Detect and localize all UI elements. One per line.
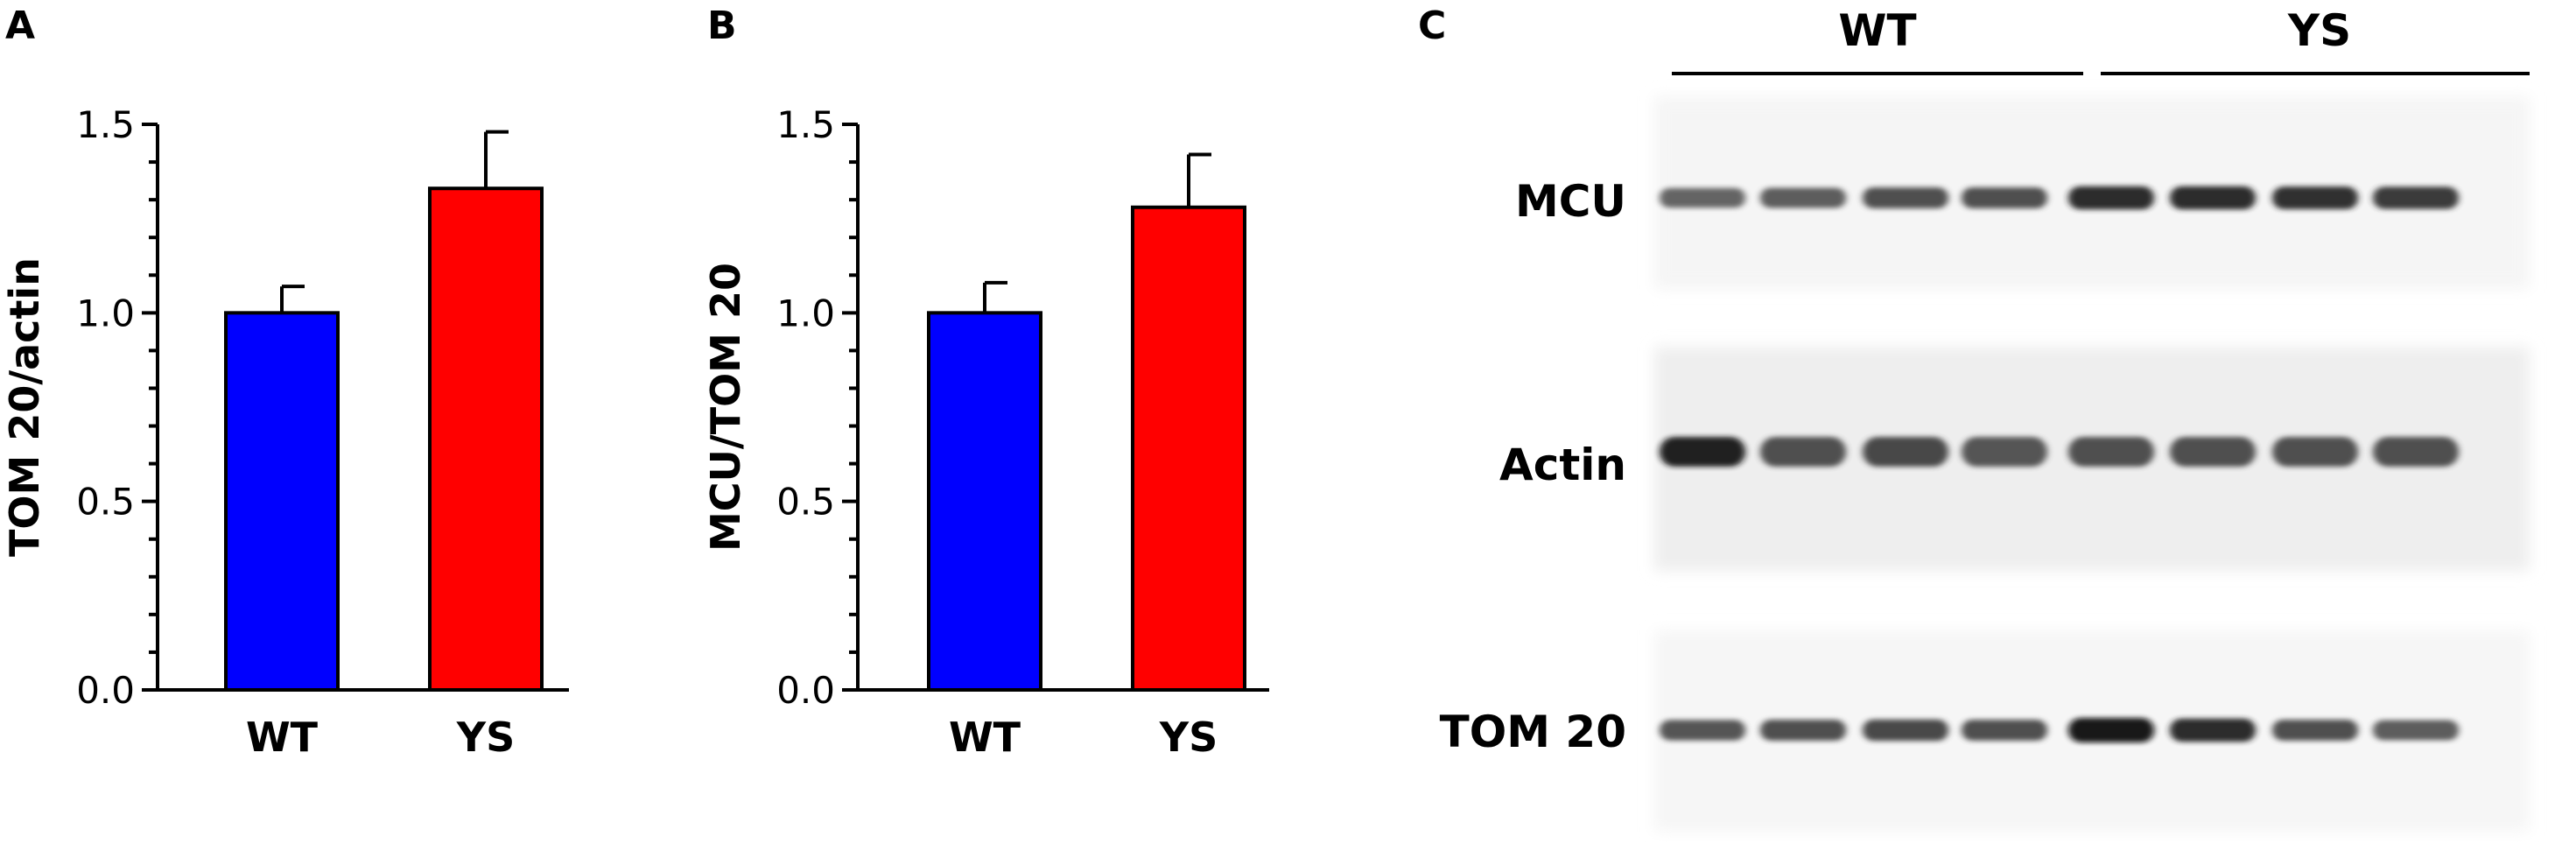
blot-band <box>2272 720 2358 741</box>
y-tick-label: 0.5 <box>776 481 835 524</box>
chart-a: TOM 20/actin 0.0 0.5 1.0 1.5 WT YS <box>1 103 569 761</box>
blot-row-actin: Actin <box>1499 347 2530 571</box>
blot-band <box>1760 437 1846 467</box>
bars <box>927 152 1246 693</box>
panel-letter-c: C <box>1418 4 1446 48</box>
blot-band <box>2170 186 2256 210</box>
blot-band <box>2068 186 2154 210</box>
bar-wt <box>927 311 1042 692</box>
blot-band <box>1760 187 1846 208</box>
category-label-ys: YS <box>1159 714 1218 761</box>
y-axis-title: MCU/TOM 20 <box>702 263 749 552</box>
blot-rows: MCU Actin TOM 20 <box>1440 96 2530 832</box>
category-label-wt: WT <box>949 714 1021 761</box>
blot-band <box>1962 437 2047 467</box>
blot-row-label: MCU <box>1515 176 1626 227</box>
category-labels: WT YS <box>246 714 515 761</box>
y-tick-label: 1.0 <box>76 292 135 334</box>
blot-band <box>2373 437 2459 467</box>
blot-band <box>1660 437 1745 467</box>
blot-band <box>2373 720 2459 741</box>
blot-band <box>2068 437 2154 467</box>
y-axis-title: TOM 20/actin <box>1 257 48 557</box>
bar-ys <box>428 186 544 693</box>
category-label-ys: YS <box>456 714 515 761</box>
blot-row-label: TOM 20 <box>1440 707 1626 757</box>
blot-band <box>2272 437 2358 467</box>
blot-band <box>1760 720 1846 741</box>
blot-row-mcu: MCU <box>1515 96 2530 289</box>
y-tick-label: 1.0 <box>776 292 835 334</box>
blot-band <box>2170 437 2256 467</box>
y-axis-ticks: 0.0 0.5 1.0 1.5 <box>76 103 158 712</box>
category-labels: WT YS <box>949 714 1218 761</box>
y-tick-label: 0.5 <box>76 481 135 524</box>
blot-band <box>1962 720 2047 741</box>
bar-wt <box>224 311 340 692</box>
category-label-wt: WT <box>246 714 319 761</box>
western-blot: WT YS MCU Actin TOM 20 <box>1440 5 2530 832</box>
blot-band <box>2373 186 2459 209</box>
y-tick-label: 0.0 <box>76 669 135 712</box>
panel-letter-a: A <box>5 4 35 48</box>
y-tick-label: 1.5 <box>776 103 835 146</box>
panel-letter-b: B <box>707 4 737 48</box>
blot-band <box>1660 720 1745 741</box>
blot-band <box>2272 186 2358 209</box>
group-header: WT YS <box>1672 5 2530 75</box>
blot-band <box>1660 187 1745 208</box>
blot-band <box>1962 187 2047 208</box>
blot-row-tom-20: TOM 20 <box>1440 630 2530 832</box>
y-tick-label: 1.5 <box>76 103 135 146</box>
y-tick-label: 0.0 <box>776 669 835 712</box>
blot-band <box>2068 718 2154 742</box>
chart-b: MCU/TOM 20 0.0 0.5 1.0 1.5 WT YS <box>702 103 1269 761</box>
bar-ys <box>1131 205 1246 693</box>
group-label-ys: YS <box>2287 5 2351 56</box>
blot-band <box>2170 718 2256 742</box>
y-axis-ticks: 0.0 0.5 1.0 1.5 <box>776 103 858 712</box>
blot-row-label: Actin <box>1499 440 1626 490</box>
blot-band <box>1863 187 1948 208</box>
blot-band <box>1863 719 1948 742</box>
bars <box>224 130 544 693</box>
group-label-wt: WT <box>1838 5 1916 56</box>
blot-band <box>1863 437 1948 467</box>
